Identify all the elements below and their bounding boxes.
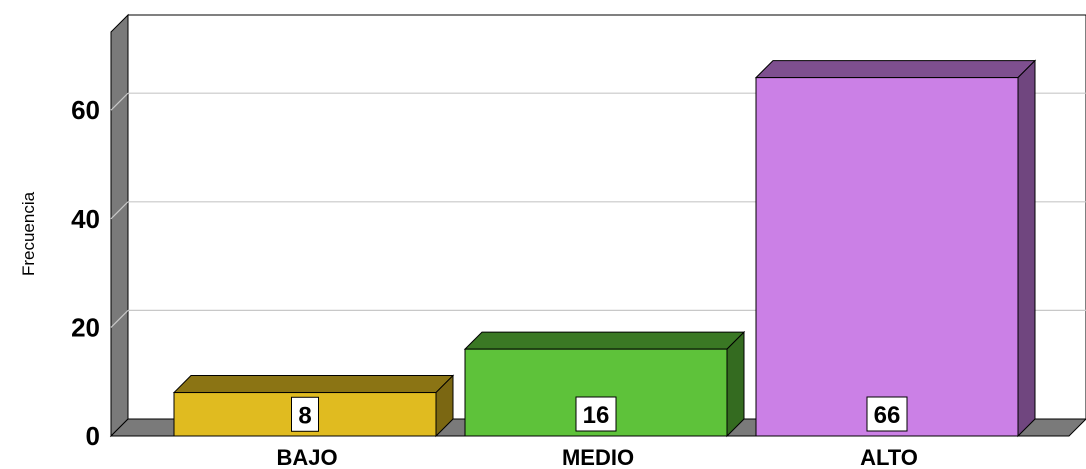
bar-alto: 66 — [754, 59, 1037, 438]
grid-line-side — [110, 92, 129, 111]
category-label: MEDIO — [562, 445, 634, 469]
bars: 8 16 66 — [172, 59, 1037, 438]
bar-top — [754, 60, 1037, 79]
bar-medio: 16 — [463, 330, 746, 438]
data-label: 16 — [583, 402, 610, 429]
bar-side — [726, 330, 745, 438]
data-label-box — [575, 396, 617, 432]
side-wall — [110, 13, 129, 438]
y-tick-labels: 0 20 40 60 — [71, 95, 100, 451]
y-tick-label: 0 — [86, 421, 100, 451]
y-axis-title: Frecuencia — [19, 191, 38, 276]
data-label-box — [866, 396, 908, 432]
grid-line-side — [110, 309, 129, 328]
bar-bajo: 8 — [172, 374, 455, 438]
y-tick-label: 60 — [71, 95, 100, 125]
bar-side — [1017, 59, 1036, 438]
grid-line-side — [110, 201, 129, 220]
y-tick-label: 40 — [71, 204, 100, 234]
category-labels: BAJO MEDIO ALTO — [276, 445, 917, 469]
bar-top — [172, 375, 455, 394]
data-label: 66 — [874, 402, 901, 429]
data-label: 8 — [298, 402, 311, 429]
category-label: ALTO — [860, 445, 918, 469]
bar-front — [755, 77, 1019, 437]
category-label: BAJO — [276, 445, 337, 469]
data-label-box — [291, 396, 319, 432]
bar-top — [463, 331, 746, 350]
y-tick-label: 20 — [71, 312, 100, 342]
